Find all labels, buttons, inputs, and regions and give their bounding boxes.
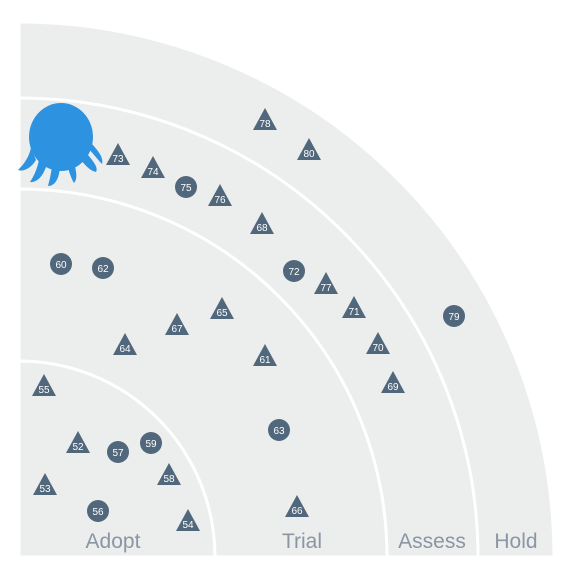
blip-53[interactable]: 53 (33, 473, 57, 495)
blip-label: 66 (291, 506, 303, 517)
blip-76[interactable]: 76 (208, 184, 232, 206)
ring-label-adopt: Adopt (86, 530, 141, 553)
blip-60[interactable]: 60 (50, 253, 72, 275)
blip-label: 79 (448, 312, 460, 323)
blip-80[interactable]: 80 (297, 138, 321, 160)
blip-label: 55 (38, 385, 50, 396)
circle-marker (140, 432, 162, 454)
circle-marker (50, 253, 72, 275)
blip-label: 58 (163, 474, 175, 485)
blip-77[interactable]: 77 (314, 272, 338, 294)
blip-label: 72 (288, 267, 300, 278)
blip-label: 60 (55, 260, 67, 271)
blip-label: 61 (259, 355, 271, 366)
blip-79[interactable]: 79 (443, 305, 465, 327)
triangle-marker (106, 143, 130, 165)
blip-label: 74 (147, 167, 159, 178)
blip-65[interactable]: 65 (210, 297, 234, 319)
blip-label: 64 (119, 344, 131, 355)
triangle-marker (208, 184, 232, 206)
triangle-marker (66, 431, 90, 453)
blip-74[interactable]: 74 (141, 156, 165, 178)
blip-69[interactable]: 69 (381, 371, 405, 393)
circle-marker (107, 441, 129, 463)
circle-marker (92, 257, 114, 279)
blip-label: 80 (303, 149, 315, 160)
triangle-marker (157, 463, 181, 485)
triangle-marker (253, 344, 277, 366)
triangle-marker (210, 297, 234, 319)
blip-label: 77 (320, 283, 332, 294)
blip-78[interactable]: 78 (253, 108, 277, 130)
blip-71[interactable]: 71 (342, 296, 366, 318)
triangle-marker (141, 156, 165, 178)
blip-label: 67 (171, 324, 183, 335)
blip-label: 59 (145, 439, 157, 450)
triangle-marker (366, 332, 390, 354)
blip-label: 76 (214, 195, 226, 206)
blip-58[interactable]: 58 (157, 463, 181, 485)
blip-66[interactable]: 66 (285, 495, 309, 517)
triangle-marker (165, 313, 189, 335)
ring-label-assess: Assess (398, 530, 466, 553)
blip-73[interactable]: 73 (106, 143, 130, 165)
blip-label: 52 (72, 442, 84, 453)
triangle-marker (33, 473, 57, 495)
triangle-marker (342, 296, 366, 318)
circle-marker (87, 500, 109, 522)
triangle-marker (176, 509, 200, 531)
blip-label: 70 (372, 343, 384, 354)
blip-63[interactable]: 63 (268, 419, 290, 441)
triangle-marker (32, 374, 56, 396)
blip-label: 54 (182, 520, 194, 531)
ring-label-trial: Trial (282, 530, 322, 553)
blip-67[interactable]: 67 (165, 313, 189, 335)
blip-56[interactable]: 56 (87, 500, 109, 522)
triangle-marker (253, 108, 277, 130)
blip-75[interactable]: 75 (175, 176, 197, 198)
blip-57[interactable]: 57 (107, 441, 129, 463)
octopus-icon (18, 103, 103, 186)
blip-label: 71 (348, 307, 360, 318)
circle-marker (443, 305, 465, 327)
blip-label: 53 (39, 484, 51, 495)
blip-59[interactable]: 59 (140, 432, 162, 454)
blip-70[interactable]: 70 (366, 332, 390, 354)
circle-marker (175, 176, 197, 198)
blip-55[interactable]: 55 (32, 374, 56, 396)
blip-label: 57 (112, 448, 124, 459)
blip-label: 63 (273, 426, 285, 437)
blip-label: 73 (112, 154, 124, 165)
triangle-marker (250, 212, 274, 234)
blip-62[interactable]: 62 (92, 257, 114, 279)
blip-68[interactable]: 68 (250, 212, 274, 234)
triangle-marker (297, 138, 321, 160)
ring-label-hold: Hold (494, 530, 537, 553)
blip-61[interactable]: 61 (253, 344, 277, 366)
blip-54[interactable]: 54 (176, 509, 200, 531)
blip-label: 62 (97, 264, 109, 275)
triangle-marker (113, 333, 137, 355)
blip-72[interactable]: 72 (283, 260, 305, 282)
triangle-marker (285, 495, 309, 517)
triangle-marker (381, 371, 405, 393)
blip-label: 69 (387, 382, 399, 393)
triangle-marker (314, 272, 338, 294)
circle-marker (283, 260, 305, 282)
blip-label: 75 (180, 183, 192, 194)
blip-52[interactable]: 52 (66, 431, 90, 453)
circle-marker (268, 419, 290, 441)
blip-label: 56 (92, 507, 104, 518)
blip-label: 65 (216, 308, 228, 319)
blip-64[interactable]: 64 (113, 333, 137, 355)
blip-label: 68 (256, 223, 268, 234)
blip-label: 78 (259, 119, 271, 130)
